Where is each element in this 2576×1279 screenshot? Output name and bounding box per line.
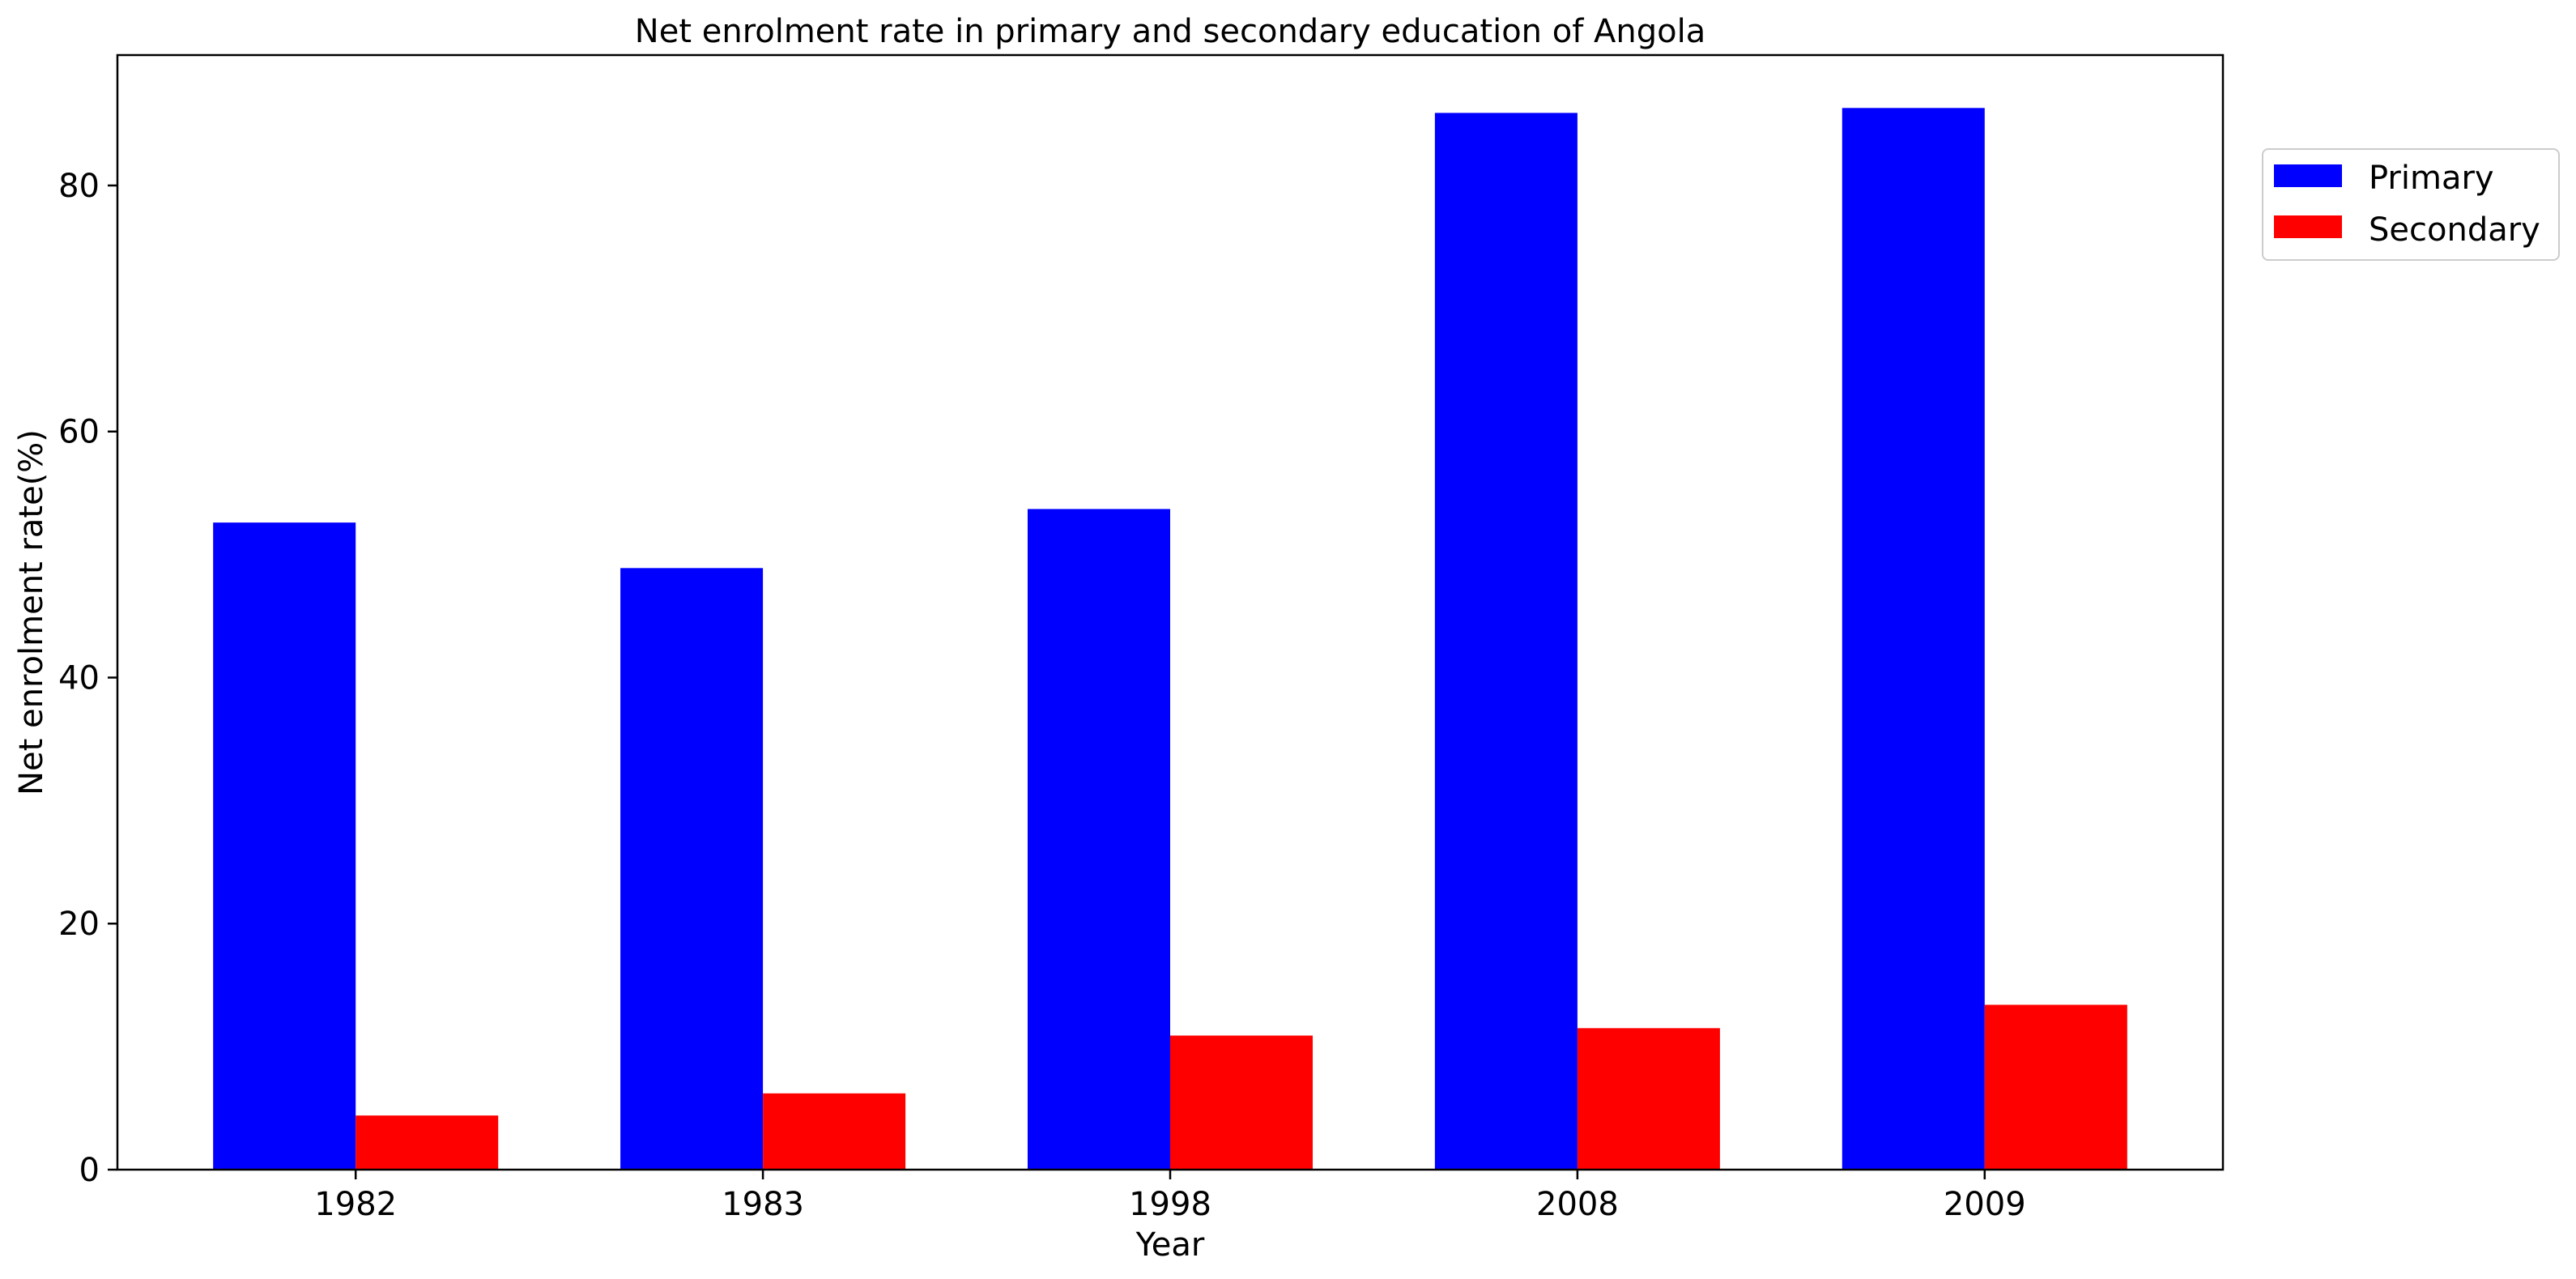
legend-label-secondary: Secondary [2369, 211, 2540, 249]
x-tick-label: 2008 [1536, 1186, 1619, 1223]
bar-primary-1998 [1027, 509, 1170, 1170]
legend-swatch-secondary [2274, 215, 2342, 238]
bar-secondary-1983 [763, 1093, 906, 1170]
x-axis-ticks: 1982 1983 1998 2008 2009 [314, 1170, 2026, 1223]
x-axis-label: Year [1135, 1226, 1205, 1264]
bar-secondary-2008 [1577, 1028, 1720, 1170]
y-tick-label: 60 [58, 414, 100, 451]
y-tick-label: 0 [79, 1152, 100, 1189]
bar-secondary-1998 [1170, 1035, 1314, 1170]
plot-frame [116, 53, 2225, 1171]
bar-primary-1983 [620, 568, 764, 1170]
x-tick-label: 1983 [722, 1186, 804, 1223]
legend-swatch-primary [2274, 164, 2342, 187]
x-tick-label: 1998 [1129, 1186, 1211, 1223]
y-axis-ticks: 0 20 40 60 80 [58, 168, 117, 1189]
bar-secondary-2009 [1984, 1004, 2127, 1170]
legend: Primary Secondary [2262, 148, 2560, 261]
bar-primary-1982 [213, 522, 356, 1170]
bar-primary-2008 [1434, 113, 1578, 1170]
y-axis-label: Net enrolment rate(%) [13, 429, 50, 795]
x-tick-label: 1982 [314, 1186, 397, 1223]
y-tick-label: 20 [58, 906, 100, 943]
chart-title: Net enrolment rate in primary and second… [635, 13, 1705, 50]
bars-group [213, 108, 2127, 1170]
bar-primary-2009 [1842, 108, 1985, 1170]
legend-label-primary: Primary [2369, 160, 2494, 197]
x-tick-label: 2009 [1944, 1186, 2026, 1223]
y-tick-label: 40 [58, 659, 100, 697]
y-tick-label: 80 [58, 168, 100, 205]
bar-secondary-1982 [356, 1115, 499, 1170]
